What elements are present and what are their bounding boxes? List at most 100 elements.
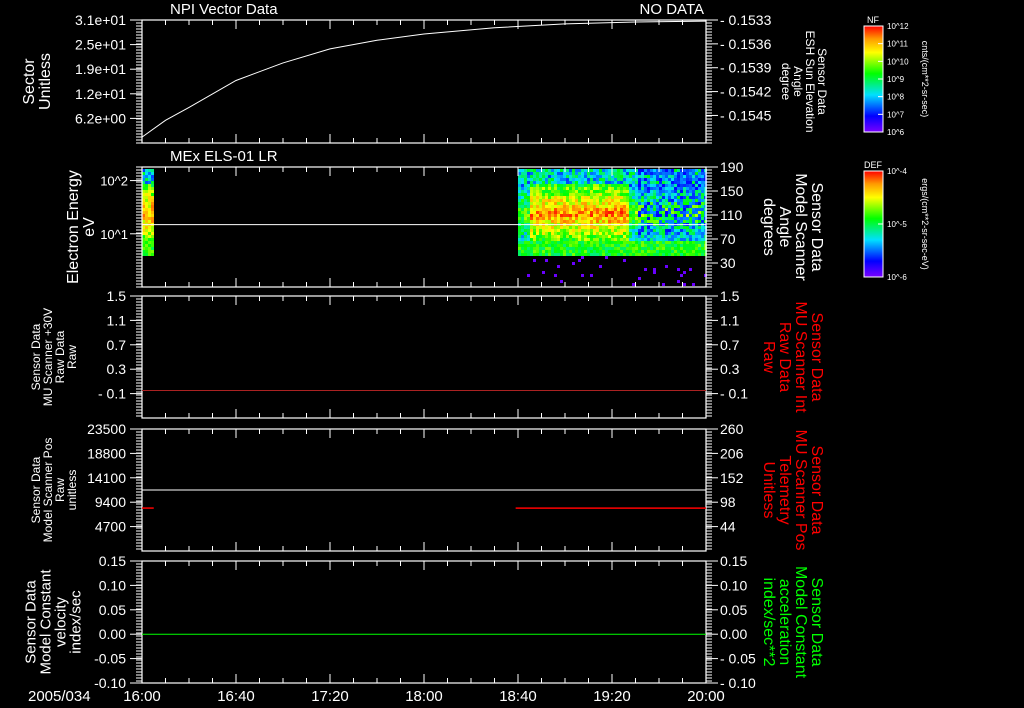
spectrogram-cell bbox=[626, 208, 629, 211]
spectrogram-cell bbox=[524, 181, 527, 184]
spectrogram-cell bbox=[689, 211, 692, 214]
spectrogram-cell bbox=[151, 205, 154, 208]
y-tick-label: 0.05 bbox=[99, 602, 126, 618]
spectrogram-cell bbox=[683, 241, 686, 244]
spectrogram-cell bbox=[521, 250, 524, 253]
spectrogram-cell bbox=[632, 202, 635, 205]
spectrogram-cell bbox=[142, 253, 145, 256]
spectrogram-cell bbox=[593, 241, 596, 244]
right-y-tick-label: 98 bbox=[720, 494, 736, 510]
spectrogram-cell bbox=[683, 205, 686, 208]
spectrogram-cell bbox=[593, 199, 596, 202]
spectrogram-cell bbox=[142, 193, 145, 196]
spectrogram-cell bbox=[581, 229, 584, 232]
spectrogram-cell bbox=[659, 229, 662, 232]
spectrogram-cell bbox=[701, 184, 704, 187]
spectrogram-cell bbox=[575, 244, 578, 247]
spectrogram-cell bbox=[566, 235, 569, 238]
spectrogram-cell bbox=[641, 247, 644, 250]
spectrogram-cell bbox=[599, 250, 602, 253]
spectrogram-cell bbox=[656, 196, 659, 199]
spectrogram-cell bbox=[566, 181, 569, 184]
spectrogram-cell bbox=[662, 214, 665, 217]
spectrogram-cell bbox=[545, 247, 548, 250]
spectrogram-cell bbox=[620, 211, 623, 214]
spectrogram-cell bbox=[683, 283, 686, 286]
spectrogram-cell bbox=[572, 214, 575, 217]
spectrogram-cell bbox=[683, 220, 686, 223]
spectrogram-cell bbox=[656, 217, 659, 220]
spectrogram-cell bbox=[572, 220, 575, 223]
spectrogram-cell bbox=[142, 217, 145, 220]
spectrogram-cell bbox=[656, 250, 659, 253]
spectrogram-cell bbox=[596, 238, 599, 241]
spectrogram-cell bbox=[686, 211, 689, 214]
spectrogram-cell bbox=[590, 205, 593, 208]
spectrogram-cell bbox=[653, 184, 656, 187]
spectrogram-cell bbox=[635, 235, 638, 238]
spectrogram-cell bbox=[518, 232, 521, 235]
spectrogram-cell bbox=[677, 184, 680, 187]
spectrogram-cell bbox=[692, 172, 695, 175]
spectrogram-cell bbox=[557, 193, 560, 196]
spectrogram-cell bbox=[584, 211, 587, 214]
spectrogram-cell bbox=[638, 196, 641, 199]
spectrogram-cell bbox=[563, 217, 566, 220]
spectrogram-cell bbox=[518, 211, 521, 214]
spectrogram-cell bbox=[677, 232, 680, 235]
spectrogram-cell bbox=[656, 214, 659, 217]
spectrogram-cell bbox=[617, 232, 620, 235]
spectrogram-cell bbox=[614, 217, 617, 220]
spectrogram-cell bbox=[563, 178, 566, 181]
spectrogram-cell bbox=[605, 238, 608, 241]
spectrogram-cell bbox=[545, 190, 548, 193]
spectrogram-cell bbox=[671, 169, 674, 172]
spectrogram-cell bbox=[560, 220, 563, 223]
spectrogram-cell bbox=[677, 238, 680, 241]
spectrogram-cell bbox=[692, 214, 695, 217]
y-tick-label: -0.10 bbox=[94, 675, 126, 691]
spectrogram-cell bbox=[533, 172, 536, 175]
spectrogram-cell bbox=[530, 253, 533, 256]
spectrogram-cell bbox=[151, 172, 154, 175]
right-y-tick-label: 150 bbox=[720, 183, 744, 199]
spectrogram-cell bbox=[569, 184, 572, 187]
spectrogram-cell bbox=[581, 181, 584, 184]
spectrogram-cell bbox=[650, 250, 653, 253]
spectrogram-cell bbox=[677, 253, 680, 256]
spectrogram-cell bbox=[566, 211, 569, 214]
spectrogram-cell bbox=[665, 238, 668, 241]
spectrogram-cell bbox=[677, 226, 680, 229]
spectrogram-cell bbox=[671, 217, 674, 220]
spectrogram-cell bbox=[533, 208, 536, 211]
spectrogram-cell bbox=[548, 211, 551, 214]
spectrogram-cell bbox=[596, 211, 599, 214]
spectrogram-cell bbox=[548, 187, 551, 190]
spectrogram-cell bbox=[632, 178, 635, 181]
y-axis-label: Sensor Data bbox=[29, 323, 43, 390]
spectrogram-cell bbox=[653, 271, 656, 274]
spectrogram-cell bbox=[683, 169, 686, 172]
spectrogram-cell bbox=[620, 214, 623, 217]
spectrogram-cell bbox=[629, 208, 632, 211]
spectrogram-cell bbox=[668, 208, 671, 211]
spectrogram-cell bbox=[671, 241, 674, 244]
spectrogram-cell bbox=[638, 202, 641, 205]
spectrogram-cell bbox=[695, 244, 698, 247]
time-tick-label: 18:40 bbox=[499, 688, 537, 705]
spectrogram-cell bbox=[605, 244, 608, 247]
spectrogram-cell bbox=[518, 220, 521, 223]
spectrogram-cell bbox=[536, 205, 539, 208]
right-y-tick-label: - 0.1545 bbox=[720, 107, 772, 123]
spectrogram-cell bbox=[689, 226, 692, 229]
spectrogram-cell bbox=[527, 229, 530, 232]
spectrogram-cell bbox=[518, 190, 521, 193]
spectrogram-cell bbox=[542, 211, 545, 214]
spectrogram-cell bbox=[524, 247, 527, 250]
spectrogram-cell bbox=[692, 184, 695, 187]
spectrogram-cell bbox=[581, 169, 584, 172]
spectrogram-cell bbox=[701, 229, 704, 232]
spectrogram-cell bbox=[569, 196, 572, 199]
spectrogram-cell bbox=[142, 190, 145, 193]
spectrogram-cell bbox=[674, 235, 677, 238]
